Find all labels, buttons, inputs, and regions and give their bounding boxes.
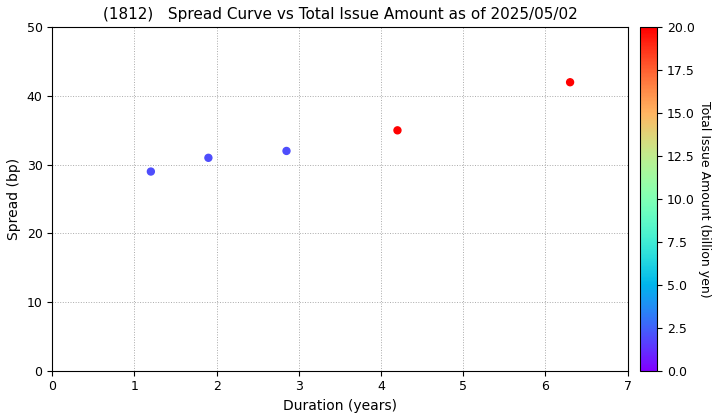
Y-axis label: Total Issue Amount (billion yen): Total Issue Amount (billion yen) — [698, 101, 711, 297]
Point — [564, 79, 576, 86]
Point — [202, 155, 214, 161]
Y-axis label: Spread (bp): Spread (bp) — [7, 158, 21, 240]
Point — [281, 147, 292, 154]
Point — [392, 127, 403, 134]
Title: (1812)   Spread Curve vs Total Issue Amount as of 2025/05/02: (1812) Spread Curve vs Total Issue Amoun… — [102, 7, 577, 22]
Point — [145, 168, 157, 175]
X-axis label: Duration (years): Duration (years) — [283, 399, 397, 413]
